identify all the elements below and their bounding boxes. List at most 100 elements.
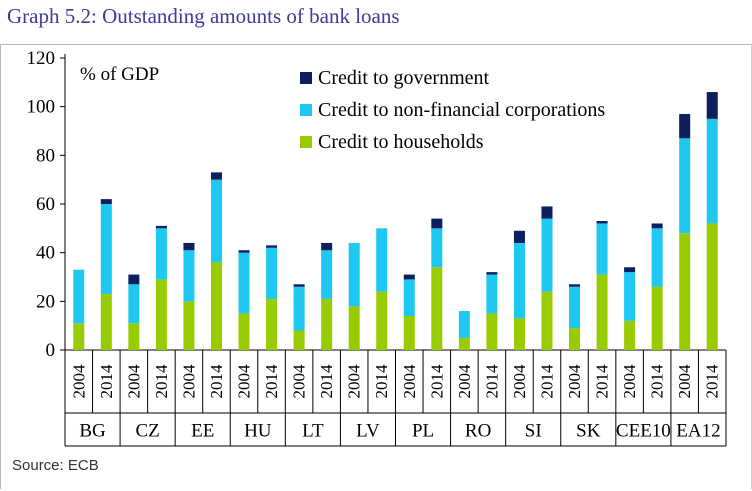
bar-segment-corporations <box>348 242 360 307</box>
bar-segment-government <box>293 284 305 287</box>
bar-segment-corporations <box>596 223 608 275</box>
bar-segment-households <box>596 274 608 350</box>
bar-segment-households <box>624 320 636 350</box>
bar-segment-corporations <box>155 228 167 280</box>
x-tick-label-year: 2014 <box>262 364 281 399</box>
x-tick-label-year: 2014 <box>207 364 226 399</box>
bar-segment-government <box>651 223 663 229</box>
x-tick-label-country: CEE10 <box>616 421 671 442</box>
x-tick-label-year: 2004 <box>565 364 584 399</box>
bar-segment-corporations <box>679 138 691 234</box>
bar-segment-households <box>376 291 388 350</box>
bar-segment-households <box>293 330 305 350</box>
bar-segment-corporations <box>210 179 222 263</box>
x-tick-label-year: 2014 <box>427 364 446 399</box>
bar-segment-households <box>73 323 85 350</box>
bar-segment-households <box>348 306 360 350</box>
bar-segment-households <box>183 301 195 350</box>
x-tick-label-country: PL <box>412 421 434 442</box>
bar-segment-corporations <box>486 274 498 314</box>
x-tick-label-country: RO <box>465 421 491 442</box>
x-tick-label-year: 2004 <box>179 364 198 399</box>
bar-segment-corporations <box>293 286 305 331</box>
x-tick-label-country: BG <box>79 421 106 442</box>
legend: Credit to government Credit to non-finan… <box>300 62 605 158</box>
x-tick-label-country: SK <box>576 421 601 442</box>
bar-segment-corporations <box>73 269 85 324</box>
bar-segment-corporations <box>651 228 663 287</box>
x-tick-label-year: 2004 <box>345 364 364 399</box>
x-tick-label-year: 2014 <box>537 364 556 399</box>
bar-segment-corporations <box>266 247 278 299</box>
bar-segment-households <box>706 223 718 350</box>
legend-label-corporations: Credit to non-financial corporations <box>318 98 606 121</box>
chart-title: Graph 5.2: Outstanding amounts of bank l… <box>7 4 400 28</box>
y-tick-label: 80 <box>36 145 55 166</box>
bar-segment-households <box>458 337 470 350</box>
bar-segment-government <box>128 274 140 285</box>
x-tick-label-country: LV <box>356 421 380 442</box>
x-tick-label-year: 2004 <box>620 364 639 399</box>
bar-segment-government <box>596 221 608 224</box>
bar-segment-government <box>266 245 278 248</box>
x-tick-label-year: 2014 <box>593 364 612 399</box>
bar-segment-households <box>569 328 581 350</box>
bar-segment-corporations <box>376 228 388 292</box>
legend-swatch-corporations <box>300 104 312 116</box>
x-tick-label-year: 2014 <box>703 364 722 399</box>
y-tick-label: 100 <box>27 97 56 118</box>
bar-segment-households <box>266 298 278 350</box>
x-tick-label-country: HU <box>244 421 272 442</box>
bar-segment-government <box>486 272 498 275</box>
bar-segment-corporations <box>624 272 636 321</box>
bar-segment-government <box>706 92 718 119</box>
bar-segment-corporations <box>706 118 718 224</box>
bar-segment-corporations <box>541 218 553 292</box>
bar-segment-government <box>321 242 333 251</box>
bar-segment-households <box>679 233 691 350</box>
x-tick-label-country: SI <box>525 421 542 442</box>
legend-item-corporations: Credit to non-financial corporations <box>300 94 605 126</box>
x-tick-label-country: CZ <box>135 421 159 442</box>
x-tick-label-year: 2014 <box>152 364 171 399</box>
bar-segment-government <box>624 267 636 273</box>
bar-segment-government <box>541 206 553 219</box>
x-tick-label-year: 2014 <box>317 364 336 399</box>
bar-segment-corporations <box>128 284 140 324</box>
bar-segment-corporations <box>458 311 470 338</box>
bar-segment-corporations <box>431 228 443 268</box>
bar-segment-households <box>210 262 222 350</box>
bar-segment-corporations <box>183 250 195 302</box>
x-tick-label-year: 2014 <box>648 364 667 399</box>
bar-segment-government <box>403 274 415 280</box>
legend-label-government: Credit to government <box>318 66 490 89</box>
x-tick-label-country: LT <box>302 421 324 442</box>
bar-segment-households <box>321 298 333 350</box>
x-tick-label-year: 2004 <box>510 364 529 399</box>
x-tick-label-year: 2014 <box>482 364 501 399</box>
bar-segment-government <box>100 199 112 204</box>
x-tick-label-year: 2014 <box>372 364 391 399</box>
legend-item-households: Credit to households <box>300 126 605 158</box>
bar-segment-households <box>486 313 498 350</box>
bar-segment-corporations <box>100 204 112 295</box>
bar-segment-households <box>128 323 140 350</box>
legend-label-households: Credit to households <box>318 130 484 153</box>
bar-segment-government <box>183 242 195 251</box>
y-tick-label: 40 <box>36 243 55 264</box>
y-tick-label: 0 <box>46 340 56 361</box>
bar-segment-households <box>513 318 525 350</box>
source-note: Source: ECB <box>12 457 99 474</box>
bar-segment-corporations <box>238 252 250 314</box>
x-tick-label-country: EE <box>191 421 214 442</box>
bar-segment-households <box>403 315 415 350</box>
bar-segment-government <box>155 225 167 229</box>
x-tick-label-year: 2004 <box>675 364 694 399</box>
x-tick-label-year: 2004 <box>290 364 309 399</box>
bar-segment-households <box>155 279 167 350</box>
bar-segment-households <box>431 267 443 350</box>
bar-segment-households <box>238 313 250 350</box>
x-tick-label-year: 2004 <box>400 364 419 399</box>
bar-segment-households <box>100 294 112 350</box>
